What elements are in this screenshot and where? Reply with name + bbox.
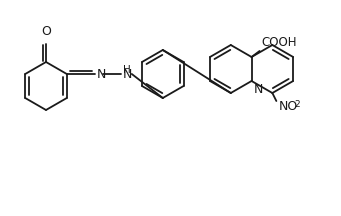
Text: N: N [123, 68, 132, 81]
Text: H: H [123, 65, 131, 75]
Text: 2: 2 [294, 100, 300, 109]
Text: N: N [254, 83, 263, 96]
Text: NO: NO [278, 100, 298, 113]
Text: O: O [41, 25, 51, 38]
Text: N: N [97, 68, 106, 81]
Text: COOH: COOH [262, 36, 297, 49]
